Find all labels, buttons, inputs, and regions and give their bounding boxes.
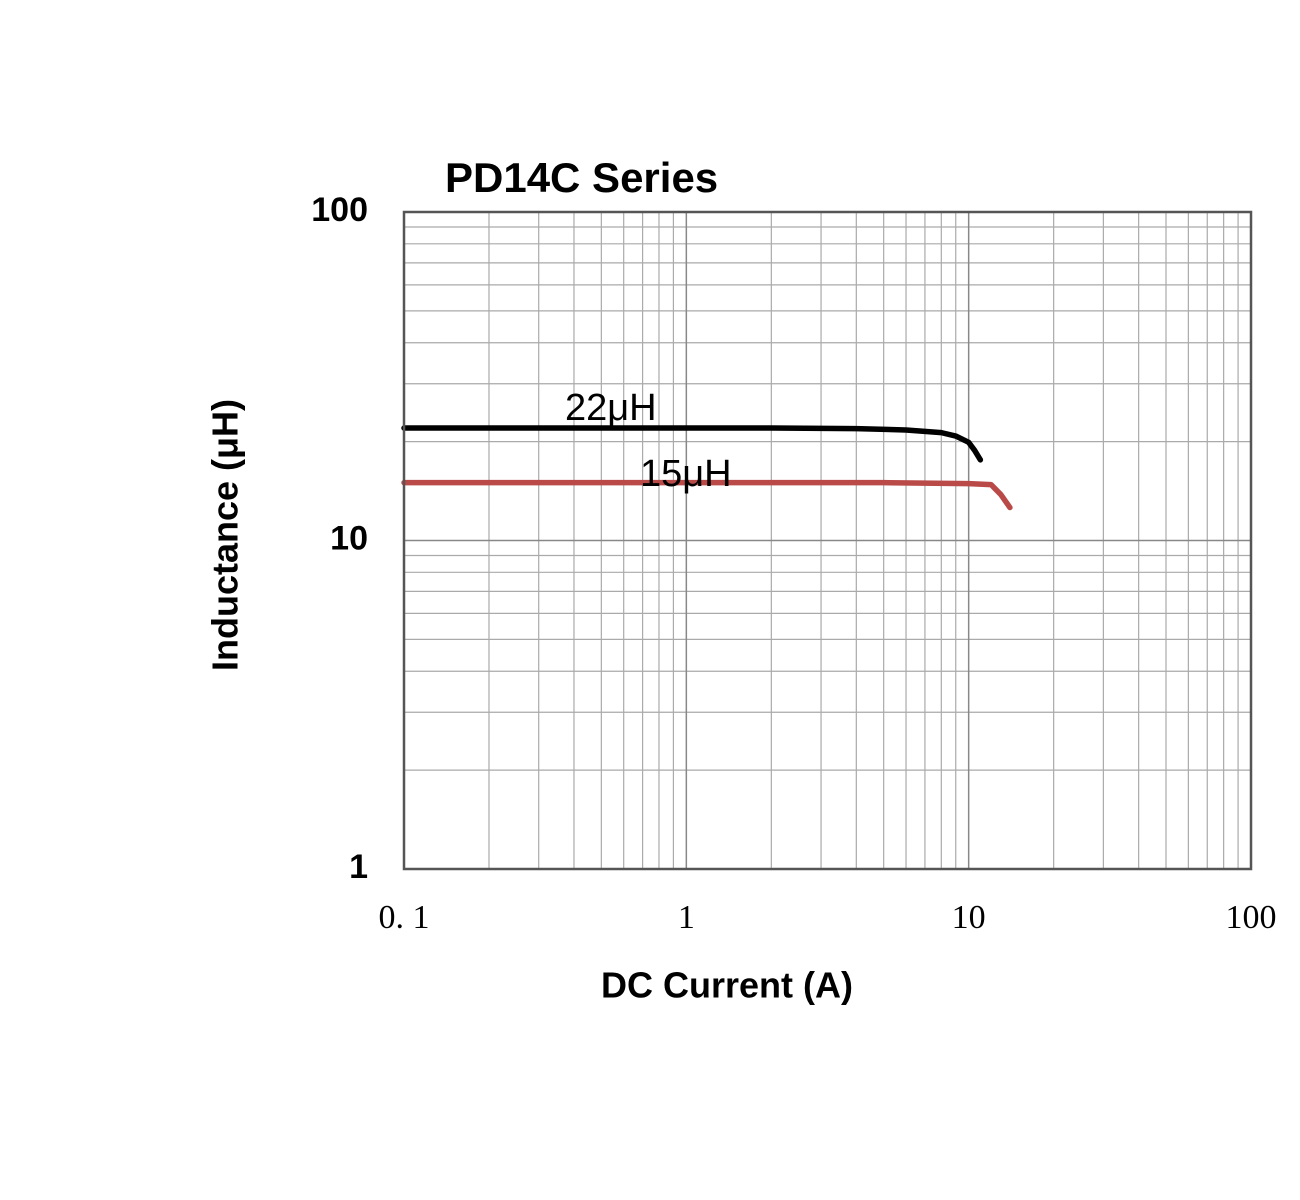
series-line [401, 425, 984, 463]
x-tick-label: 10 [952, 899, 986, 936]
y-tick-label: 100 [311, 191, 368, 229]
grid [403, 211, 1252, 870]
series-line [401, 479, 1013, 511]
plot-frame [402, 210, 1253, 871]
ticks: 0. 1 1 10 100 1 10 100 [311, 191, 1276, 936]
series-label: 22μH [565, 387, 657, 429]
x-axis-label: DC Current (A) [601, 965, 853, 1006]
chart-title: PD14C Series [445, 154, 718, 201]
y-tick-label: 1 [349, 848, 368, 886]
series-label: 15μH [640, 453, 732, 495]
x-tick-label: 0. 1 [379, 899, 430, 936]
y-tick-label: 10 [330, 519, 368, 557]
x-tick-label: 1 [678, 899, 695, 936]
x-tick-label: 100 [1226, 899, 1277, 936]
y-axis-label: Inductance (μH) [205, 399, 246, 671]
lines: 22μH 15μH [401, 387, 1013, 511]
